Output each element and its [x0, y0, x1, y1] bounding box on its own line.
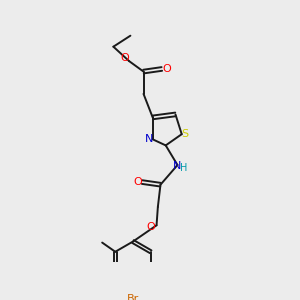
Text: O: O	[133, 177, 142, 187]
Text: S: S	[181, 129, 188, 139]
Text: N: N	[173, 161, 182, 171]
Text: Br: Br	[127, 294, 139, 300]
Text: O: O	[146, 222, 155, 232]
Text: O: O	[120, 53, 129, 64]
Text: H: H	[180, 163, 188, 173]
Text: N: N	[145, 134, 154, 144]
Text: O: O	[162, 64, 171, 74]
